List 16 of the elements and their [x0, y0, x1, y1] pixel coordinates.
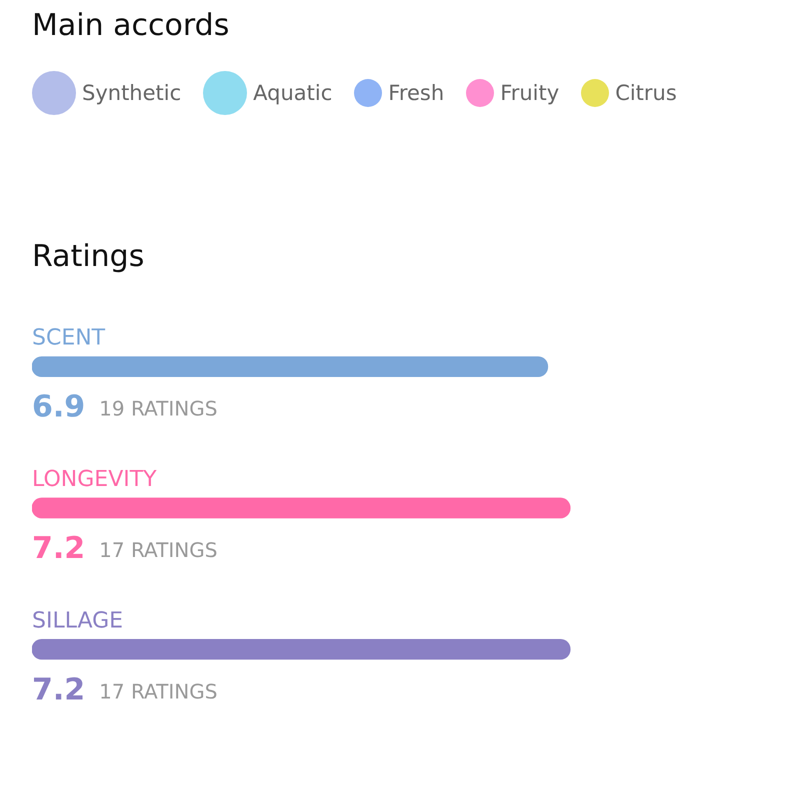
annotation: 17 RATINGS: [99, 679, 218, 704]
text: Synthetic: [82, 81, 182, 105]
data-label: 7.2: [32, 672, 86, 708]
chart-title: Ratings: [32, 238, 144, 274]
y-tick-label: SCENT: [32, 326, 106, 351]
y-tick-label: SILLAGE: [32, 608, 124, 634]
annotation: 19 RATINGS: [99, 396, 218, 421]
text: Aquatic: [253, 81, 332, 105]
text: Fruity: [500, 81, 560, 105]
text: Citrus: [615, 81, 677, 105]
annotation: 17 RATINGS: [99, 538, 218, 562]
y-tick-label: LONGEVITY: [32, 467, 158, 492]
data-label: 6.9: [32, 390, 86, 425]
text: Fresh: [388, 81, 444, 105]
data-label: 7.2: [32, 531, 86, 566]
text: Main accords: [32, 8, 230, 43]
